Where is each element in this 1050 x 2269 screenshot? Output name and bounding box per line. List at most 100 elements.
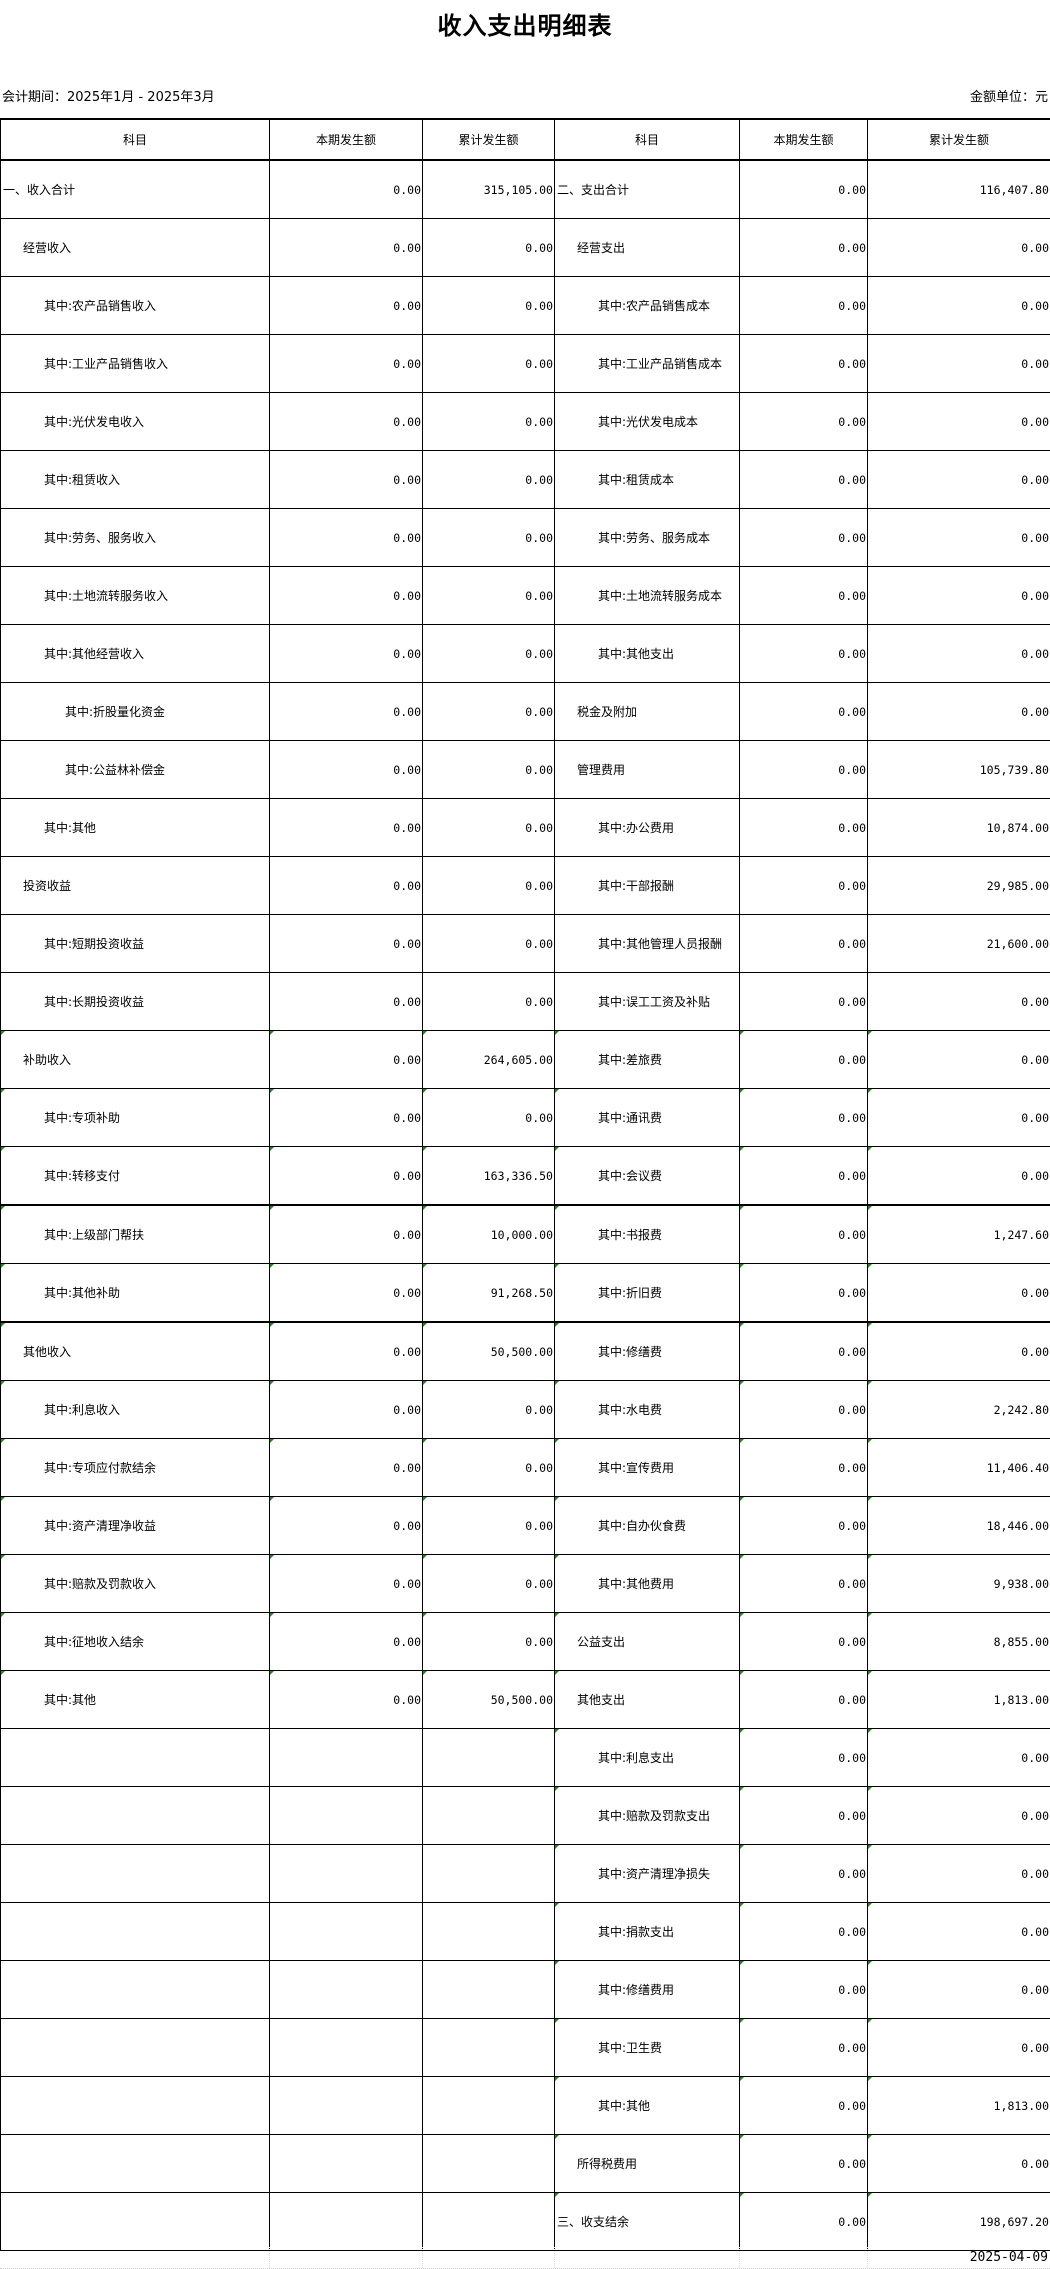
income-subject: 其中:劳务、服务收入 (0, 508, 270, 567)
expense-subject: 其中:自办伙食费 (554, 1496, 740, 1555)
expense-current-amount: 0.00 (739, 218, 868, 277)
expense-subject: 其中:土地流转服务成本 (554, 566, 740, 625)
income-current-amount: 0.00 (269, 1204, 423, 1264)
income-subject: 其中:专项补助 (0, 1088, 270, 1147)
expense-cumulative-amount: 0.00 (867, 334, 1050, 393)
expense-cumulative-amount: 0.00 (867, 2018, 1050, 2077)
income-cumulative-amount (422, 2134, 555, 2193)
expense-subject: 其中:办公费用 (554, 798, 740, 857)
header-current-amount: 本期发生额 (739, 118, 868, 161)
expense-cumulative-amount: 0.00 (867, 450, 1050, 509)
income-cumulative-amount: 0.00 (422, 1496, 555, 1555)
income-cumulative-amount: 0.00 (422, 508, 555, 567)
income-cumulative-amount: 0.00 (422, 566, 555, 625)
income-cumulative-amount: 0.00 (422, 914, 555, 973)
expense-cumulative-amount: 0.00 (867, 1146, 1050, 1206)
income-current-amount: 0.00 (269, 1321, 423, 1381)
expense-subject: 其中:其他 (554, 2076, 740, 2135)
income-cumulative-amount: 0.00 (422, 1380, 555, 1439)
income-subject (0, 2192, 270, 2251)
expense-current-amount: 0.00 (739, 740, 868, 799)
expense-subject: 其中:利息支出 (554, 1728, 740, 1787)
income-cumulative-amount: 0.00 (422, 218, 555, 277)
expense-cumulative-amount: 0.00 (867, 1263, 1050, 1323)
expense-current-amount: 0.00 (739, 1438, 868, 1497)
income-subject: 其中:其他 (0, 1670, 270, 1729)
income-current-amount: 0.00 (269, 1554, 423, 1613)
footer: 2025-04-09 (0, 2247, 1050, 2269)
header-cumulative-amount: 累计发生额 (422, 118, 555, 161)
expense-current-amount: 0.00 (739, 798, 868, 857)
expense-current-amount: 0.00 (739, 2018, 868, 2077)
expense-subject: 其中:工业产品销售成本 (554, 334, 740, 393)
expense-subject: 其中:修缮费用 (554, 1960, 740, 2019)
expense-subject: 其中:宣传费用 (554, 1438, 740, 1497)
expense-cumulative-amount: 0.00 (867, 1728, 1050, 1787)
expense-current-amount: 0.00 (739, 1263, 868, 1323)
income-current-amount (269, 2134, 423, 2193)
expense-cumulative-amount: 2,242.80 (867, 1380, 1050, 1439)
expense-cumulative-amount: 1,813.00 (867, 1670, 1050, 1729)
income-cumulative-amount (422, 2018, 555, 2077)
expense-subject: 其中:修缮费 (554, 1321, 740, 1381)
income-current-amount: 0.00 (269, 218, 423, 277)
income-current-amount (269, 1960, 423, 2019)
header-subject: 科目 (554, 118, 740, 161)
table-row: 其中:征地收入结余 0.00 0.00 公益支出 0.00 8,855.00 (0, 1612, 1050, 1671)
income-cumulative-amount: 264,605.00 (422, 1030, 555, 1089)
expense-cumulative-amount: 29,985.00 (867, 856, 1050, 915)
expense-current-amount: 0.00 (739, 2134, 868, 2193)
expense-cumulative-amount: 198,697.20 (867, 2192, 1050, 2251)
expense-current-amount: 0.00 (739, 1088, 868, 1147)
expense-cumulative-amount: 8,855.00 (867, 1612, 1050, 1671)
income-cumulative-amount (422, 1844, 555, 1903)
table-row: 补助收入 0.00 264,605.00 其中:差旅费 0.00 0.00 (0, 1030, 1050, 1089)
income-current-amount: 0.00 (269, 1030, 423, 1089)
expense-cumulative-amount: 116,407.80 (867, 159, 1050, 219)
income-cumulative-amount: 0.00 (422, 682, 555, 741)
expense-current-amount: 0.00 (739, 276, 868, 335)
expense-current-amount: 0.00 (739, 1496, 868, 1555)
income-subject: 其中:赔款及罚款收入 (0, 1554, 270, 1613)
expense-subject: 其中:租赁成本 (554, 450, 740, 509)
table-row: 经营收入 0.00 0.00 经营支出 0.00 0.00 (0, 218, 1050, 277)
income-cumulative-amount: 0.00 (422, 392, 555, 451)
income-current-amount (269, 2018, 423, 2077)
income-cumulative-amount: 0.00 (422, 1612, 555, 1671)
income-subject: 其中:长期投资收益 (0, 972, 270, 1031)
income-cumulative-amount: 0.00 (422, 1554, 555, 1613)
table-header-row: 科目 本期发生额 累计发生额 科目 本期发生额 累计发生额 (0, 118, 1050, 161)
expense-cumulative-amount: 0.00 (867, 624, 1050, 683)
expense-cumulative-amount: 0.00 (867, 218, 1050, 277)
table-row: 其中:捐款支出 0.00 0.00 (0, 1902, 1050, 1961)
table-row: 其中:工业产品销售收入 0.00 0.00 其中:工业产品销售成本 0.00 0.00 (0, 334, 1050, 393)
expense-current-amount: 0.00 (739, 334, 868, 393)
expense-subject: 其中:劳务、服务成本 (554, 508, 740, 567)
income-subject: 其中:资产清理净收益 (0, 1496, 270, 1555)
table-row: 三、收支结余 0.00 198,697.20 (0, 2192, 1050, 2251)
table-row: 其中:租赁收入 0.00 0.00 其中:租赁成本 0.00 0.00 (0, 450, 1050, 509)
expense-subject: 其中:卫生费 (554, 2018, 740, 2077)
expense-current-amount: 0.00 (739, 624, 868, 683)
table-row: 其中:土地流转服务收入 0.00 0.00 其中:土地流转服务成本 0.00 0.00 (0, 566, 1050, 625)
expense-cumulative-amount: 105,739.80 (867, 740, 1050, 799)
table-row: 其中:短期投资收益 0.00 0.00 其中:其他管理人员报酬 0.00 21,600.0… (0, 914, 1050, 973)
table-row: 其中:劳务、服务收入 0.00 0.00 其中:劳务、服务成本 0.00 0.00 (0, 508, 1050, 567)
income-subject: 其中:转移支付 (0, 1146, 270, 1206)
income-current-amount: 0.00 (269, 856, 423, 915)
expense-current-amount: 0.00 (739, 1380, 868, 1439)
income-cumulative-amount (422, 1902, 555, 1961)
income-subject: 其中:其他补助 (0, 1263, 270, 1323)
income-current-amount: 0.00 (269, 276, 423, 335)
expense-current-amount: 0.00 (739, 972, 868, 1031)
expense-cumulative-amount: 11,406.40 (867, 1438, 1050, 1497)
income-current-amount (269, 1728, 423, 1787)
income-current-amount: 0.00 (269, 1670, 423, 1729)
currency-unit: 金额单位：元 (969, 90, 1048, 105)
table-row: 其中:其他补助 0.00 91,268.50 其中:折旧费 0.00 0.00 (0, 1263, 1050, 1323)
expense-cumulative-amount: 0.00 (867, 1786, 1050, 1845)
table-row: 其中:转移支付 0.00 163,336.50 其中:会议费 0.00 0.00 (0, 1146, 1050, 1206)
income-cumulative-amount (422, 2192, 555, 2251)
income-subject (0, 1728, 270, 1787)
expense-current-amount: 0.00 (739, 1960, 868, 2019)
